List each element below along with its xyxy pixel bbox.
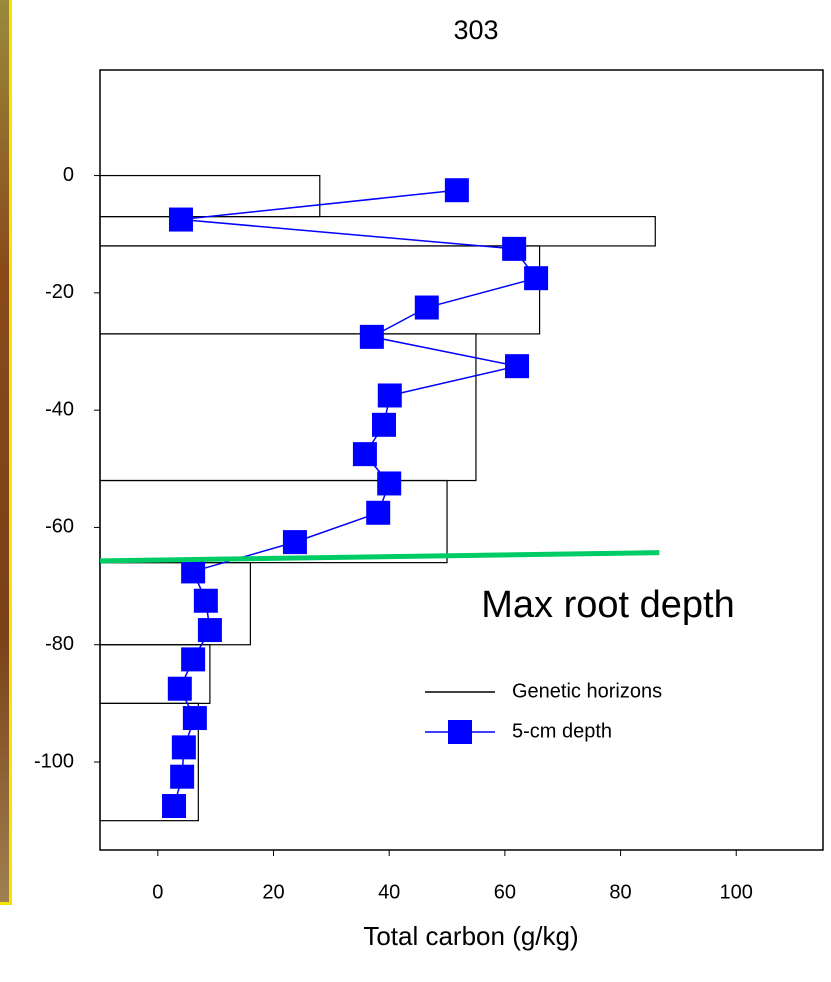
point: [171, 735, 196, 760]
point: [167, 676, 192, 701]
horizon-bar: [99, 479, 448, 564]
point: [170, 764, 195, 789]
chart-title: 303: [453, 15, 498, 45]
point: [366, 500, 391, 525]
point: [162, 794, 187, 819]
x-tick-label: 60: [494, 881, 516, 903]
point: [377, 471, 402, 496]
point: [359, 324, 384, 349]
point: [505, 354, 530, 379]
legend-marker: [448, 720, 472, 744]
point: [352, 442, 377, 467]
point: [414, 295, 439, 320]
photo-border: [0, 902, 12, 905]
y-tick-label: -100: [34, 750, 74, 772]
horizon-bar: [99, 245, 541, 335]
point: [168, 207, 193, 232]
point: [524, 266, 549, 291]
series-line: [173, 189, 538, 807]
root-depth-line: [99, 550, 660, 564]
point: [377, 383, 402, 408]
photo-border: [9, 0, 12, 904]
point: [371, 412, 396, 437]
point: [502, 236, 527, 261]
x-axis-label: Total carbon (g/kg): [363, 921, 578, 951]
x-tick-label: 100: [720, 881, 753, 903]
legend-label: 5-cm depth: [512, 720, 612, 742]
horizon-bar: [99, 174, 321, 218]
point: [193, 588, 218, 613]
y-tick-label: -80: [45, 633, 74, 655]
y-tick-label: -20: [45, 281, 74, 303]
x-tick-label: 80: [609, 881, 631, 903]
point: [182, 706, 207, 731]
x-tick-label: 0: [152, 881, 163, 903]
point: [197, 618, 222, 643]
x-tick-label: 40: [378, 881, 400, 903]
y-tick-label: -40: [45, 398, 74, 420]
annotation: Max root depth: [481, 584, 734, 626]
photo-strip: [0, 0, 10, 904]
x-tick-label: 20: [262, 881, 284, 903]
y-tick-label: -60: [45, 516, 74, 538]
point: [181, 559, 206, 584]
y-tick-label: 0: [63, 164, 74, 186]
legend-label: Genetic horizons: [512, 680, 662, 702]
horizon-bar: [99, 702, 199, 822]
point: [282, 530, 307, 555]
point: [181, 647, 206, 672]
horizon-bar: [99, 562, 251, 646]
horizon-bar: [99, 333, 477, 482]
point: [444, 178, 469, 203]
